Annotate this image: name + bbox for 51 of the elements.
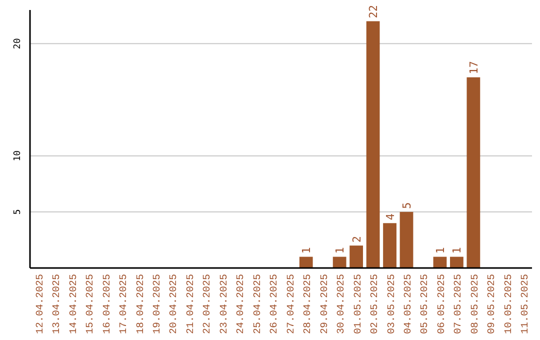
x-tick-label: 21.04.2025: [186, 274, 197, 334]
data-label: 2: [350, 236, 364, 243]
x-tick-label: 06.05.2025: [436, 274, 448, 334]
x-tick-label: 23.04.2025: [219, 274, 230, 334]
x-tick-label: 29.04.2025: [320, 274, 331, 334]
x-tick-label: 12.04.2025: [35, 274, 46, 334]
x-tick-label: 02.05.2025: [370, 274, 382, 334]
data-label: 22: [367, 4, 380, 18]
x-tick-label: 01.05.2025: [353, 274, 364, 334]
y-tick-label: 5: [13, 209, 23, 215]
data-label: 1: [450, 247, 464, 254]
x-tick-label: 28.04.2025: [303, 274, 314, 334]
x-tick-label: 24.04.2025: [236, 274, 248, 334]
data-label: 1: [334, 247, 347, 254]
x-tick-label: 25.04.2025: [252, 274, 264, 334]
x-tick-label: 20.04.2025: [169, 274, 180, 334]
data-label: 17: [467, 61, 480, 74]
x-tick-label: 03.05.2025: [386, 274, 398, 334]
bar: [383, 223, 396, 268]
x-tick-label: 22.04.2025: [202, 274, 214, 334]
bar: [299, 256, 313, 268]
data-label: 1: [300, 247, 314, 254]
bar: [466, 77, 480, 268]
x-tick-label: 11.05.2025: [520, 274, 532, 334]
x-tick-label: 18.04.2025: [136, 274, 147, 334]
x-tick-label: 17.04.2025: [119, 274, 130, 334]
bar: [366, 21, 380, 268]
x-tick-label: 13.04.2025: [52, 274, 64, 334]
x-tick-label: 16.04.2025: [102, 274, 114, 334]
x-tick-label: 14.04.2025: [68, 274, 80, 334]
x-tick-label: 19.04.2025: [152, 274, 164, 334]
x-tick-label: 27.04.2025: [286, 274, 298, 334]
y-tick-label: 10: [13, 150, 23, 162]
bar: [433, 256, 447, 268]
x-tick-label: 26.04.2025: [270, 274, 281, 334]
data-label: 4: [384, 213, 397, 220]
data-label: 1: [434, 247, 447, 254]
x-tick-label: 15.04.2025: [86, 274, 97, 334]
x-tick-label: 08.05.2025: [470, 274, 482, 334]
bar: [332, 256, 346, 268]
x-tick-label: 30.04.2025: [336, 274, 348, 334]
x-tick-label: 04.05.2025: [404, 274, 414, 334]
bar: [450, 256, 464, 268]
y-tick-label: 20: [13, 38, 23, 50]
x-tick-label: 10.05.2025: [504, 274, 515, 334]
x-tick-label: 09.05.2025: [487, 274, 498, 334]
x-tick-label: 07.05.2025: [454, 274, 465, 334]
x-tick-label: 05.05.2025: [420, 274, 432, 334]
data-label: 5: [400, 202, 414, 209]
bar: [400, 212, 414, 268]
bar: [350, 246, 363, 268]
